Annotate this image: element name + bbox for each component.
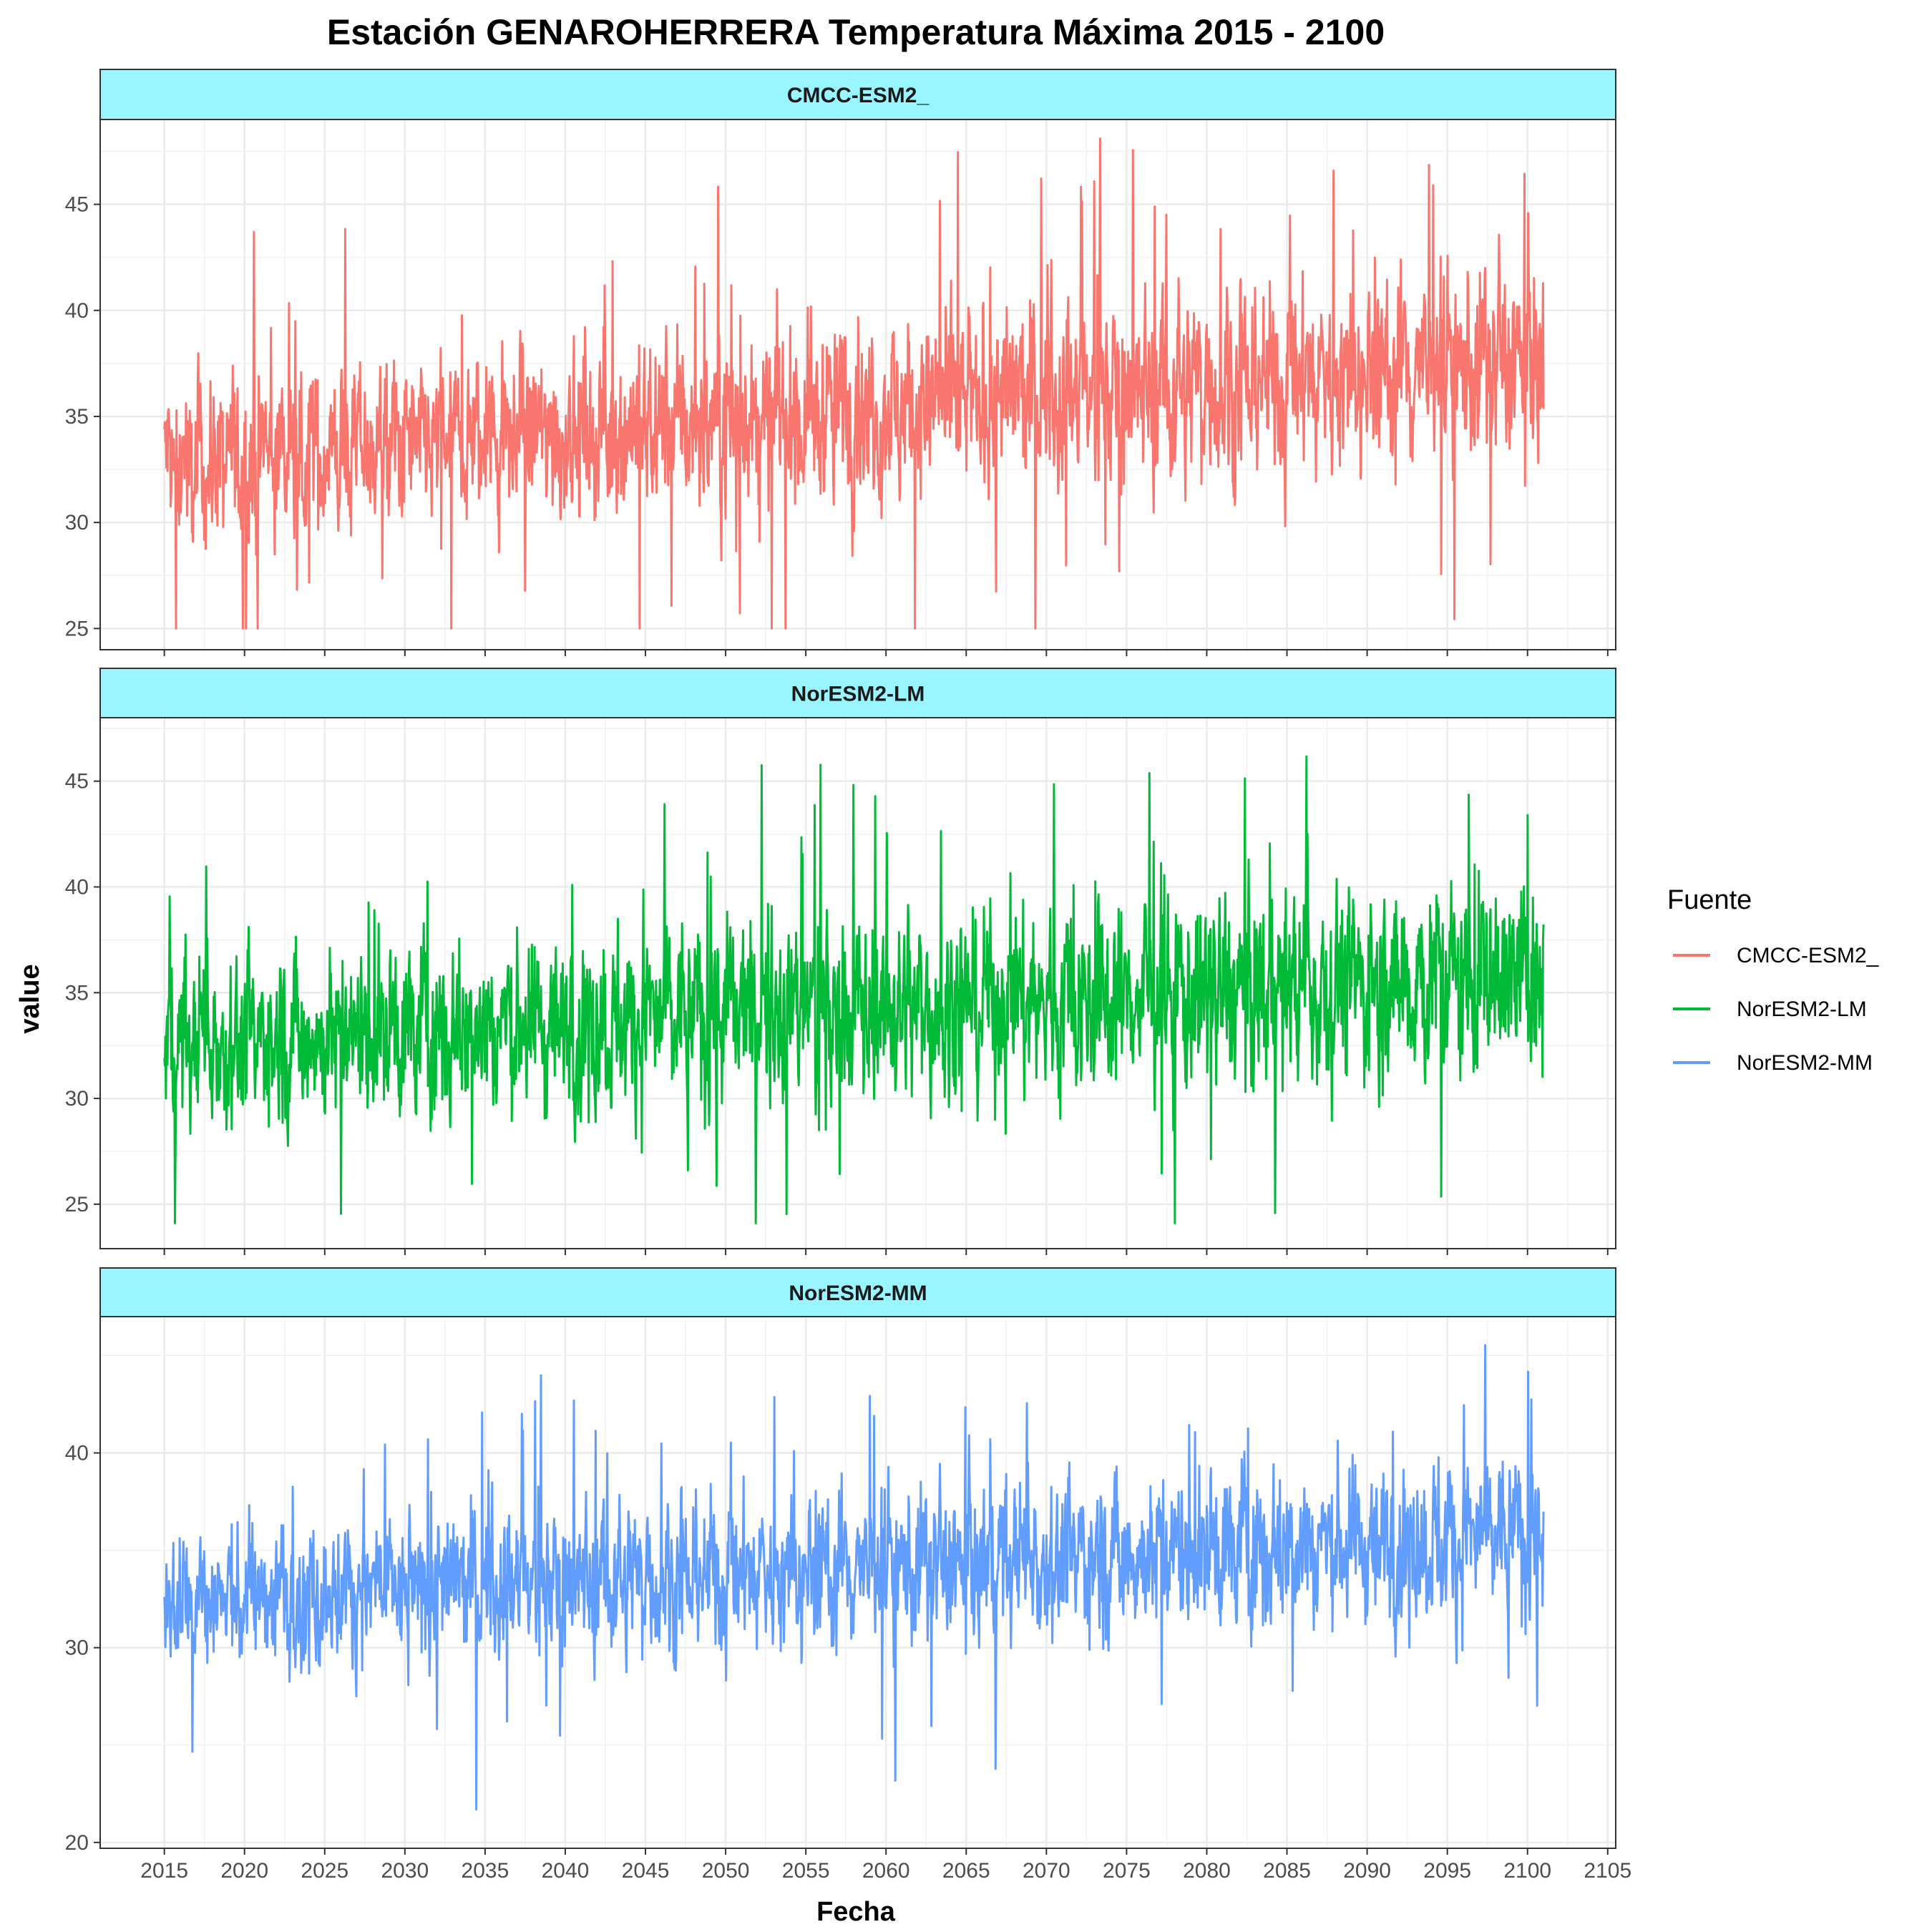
x-tick-label: 2090	[1343, 1859, 1391, 1883]
x-tick-label: 2085	[1263, 1859, 1311, 1883]
legend-title: Fuente	[1667, 885, 1752, 915]
series-line	[163, 1344, 1545, 1811]
y-tick-label: 30	[65, 511, 89, 535]
y-axis: 20 30 40	[65, 1442, 100, 1855]
x-tick-label: 2050	[702, 1859, 750, 1883]
legend-label: NorESM2-LM	[1737, 997, 1867, 1021]
y-axis: 25 30 35 40 45	[65, 770, 100, 1216]
series-line	[163, 137, 1545, 630]
y-tick-label: 45	[65, 193, 89, 217]
x-tick-label: 2100	[1503, 1859, 1551, 1883]
facet-strip	[99, 1267, 1616, 1317]
x-tick-label: 2070	[1023, 1859, 1070, 1883]
x-tick-label: 2080	[1183, 1859, 1231, 1883]
y-tick-label: 45	[65, 770, 89, 794]
facet-panel: NorESM2-LM 25 30 35 40 45	[65, 668, 1616, 1255]
chart-title: Estación GENAROHERRERA Temperatura Máxim…	[327, 12, 1385, 52]
x-tick-label: 2040	[542, 1859, 590, 1883]
y-axis: 25 30 35 40 45	[65, 193, 100, 640]
facet-strip-label: NorESM2-MM	[789, 1282, 927, 1305]
legend-item: NorESM2-MM	[1673, 1051, 1873, 1075]
y-tick-label: 30	[65, 1636, 89, 1660]
x-tick-label: 2055	[782, 1859, 830, 1883]
legend-item: NorESM2-LM	[1673, 997, 1867, 1021]
x-tick-label: 2065	[942, 1859, 990, 1883]
x-tick-label: 2075	[1103, 1859, 1151, 1883]
facet-panel: CMCC-ESM2_ 25 30 35 40 45	[65, 69, 1616, 656]
legend-label: NorESM2-MM	[1737, 1051, 1873, 1075]
y-tick-label: 35	[65, 405, 89, 429]
facet-strip-label: NorESM2-LM	[791, 683, 925, 706]
series-line	[163, 755, 1545, 1224]
y-axis-title: value	[15, 964, 45, 1033]
x-tick-label: 2020	[220, 1859, 268, 1883]
y-tick-label: 35	[65, 981, 89, 1005]
x-tick-label: 2025	[301, 1859, 348, 1883]
facet-strip	[99, 69, 1616, 120]
x-tick-label: 2060	[862, 1859, 910, 1883]
x-tick-label: 2095	[1423, 1859, 1471, 1883]
legend-item: CMCC-ESM2_	[1673, 944, 1880, 967]
facet-strip-label: CMCC-ESM2_	[787, 84, 930, 107]
legend-label: CMCC-ESM2_	[1737, 944, 1880, 967]
y-tick-label: 25	[65, 617, 89, 640]
x-axis: 2015 2020 2025 2030 2035 2040 2045 2050 2055 2060…	[140, 1859, 1631, 1883]
x-tick-label: 2035	[462, 1859, 509, 1883]
x-tick-label: 2105	[1584, 1859, 1631, 1883]
y-tick-label: 30	[65, 1087, 89, 1111]
facet-panels: CMCC-ESM2_ 25 30 35 40 45 NorESM2-LM 25 30 35 40 45…	[65, 69, 1616, 1855]
y-tick-label: 40	[65, 1442, 89, 1465]
y-tick-label: 25	[65, 1193, 89, 1216]
x-tick-label: 2030	[381, 1859, 429, 1883]
facet-strip	[99, 668, 1616, 718]
x-axis-title: Fecha	[816, 1897, 896, 1927]
legend: Fuente CMCC-ESM2_ NorESM2-LM NorESM2-MM	[1667, 885, 1880, 1075]
y-tick-label: 40	[65, 299, 89, 323]
y-tick-label: 40	[65, 875, 89, 899]
facet-panel: NorESM2-MM 20 30 40	[65, 1267, 1616, 1855]
y-tick-label: 20	[65, 1831, 89, 1855]
x-tick-label: 2015	[140, 1859, 188, 1883]
major-gridlines	[100, 119, 1616, 650]
x-tick-label: 2045	[622, 1859, 670, 1883]
